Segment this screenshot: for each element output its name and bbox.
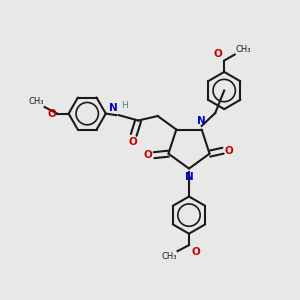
Text: H: H	[121, 101, 128, 110]
Text: N: N	[184, 172, 194, 182]
Text: O: O	[213, 49, 222, 59]
Text: O: O	[144, 150, 153, 160]
Text: CH₃: CH₃	[161, 252, 177, 261]
Text: CH₃: CH₃	[235, 45, 251, 54]
Text: O: O	[224, 146, 233, 156]
Text: CH₃: CH₃	[28, 97, 44, 106]
Text: O: O	[191, 247, 200, 256]
Text: N: N	[110, 103, 118, 113]
Text: O: O	[47, 109, 56, 118]
Text: N: N	[197, 116, 206, 126]
Text: O: O	[128, 137, 137, 147]
